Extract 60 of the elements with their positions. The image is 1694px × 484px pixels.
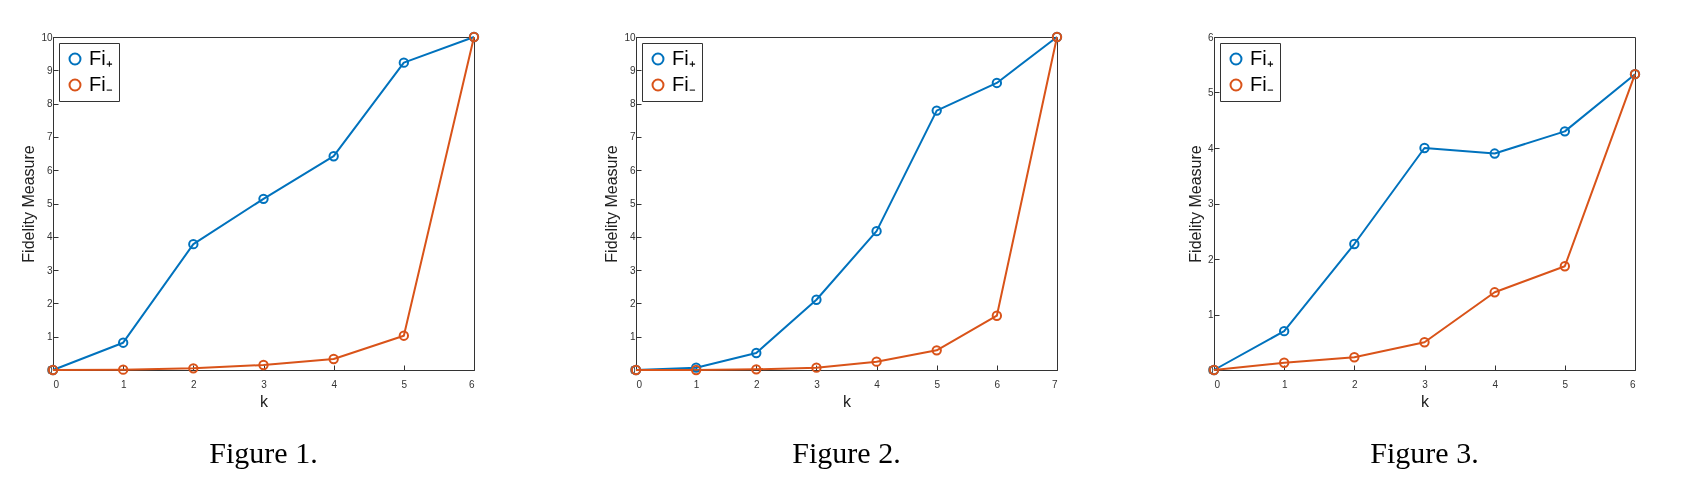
y-tick-label: 1: [1207, 309, 1214, 320]
y-tick-label: 2: [1207, 253, 1214, 265]
y-tick-label: 3: [1207, 198, 1214, 209]
x-axis-title: k: [260, 392, 269, 410]
x-tick-label: 5: [401, 378, 408, 390]
x-tick-label: 3: [1422, 378, 1429, 390]
y-tick-label: 8: [629, 98, 636, 110]
x-tick-label: 2: [1352, 378, 1359, 390]
x-tick-label: 7: [1051, 378, 1058, 390]
y-tick-label: 6: [629, 164, 636, 176]
legend-label: Fi₋: [1250, 73, 1274, 95]
y-tick-label: 1: [629, 331, 636, 343]
y-axis-title: Fidelity Measure: [1186, 145, 1204, 263]
y-tick-label: 8: [46, 98, 53, 110]
y-tick-label: 2: [629, 297, 636, 309]
y-tick-label: 7: [46, 131, 53, 143]
text: Figure 2.: [792, 436, 901, 469]
x-tick-label: 6: [1629, 378, 1636, 390]
x-tick-label: 2: [754, 378, 760, 390]
y-tick-label: 3: [629, 264, 636, 276]
text: Figure 1.: [209, 436, 318, 469]
y-axis-title: Fidelity Measure: [20, 145, 38, 263]
y-tick-label: 5: [1207, 87, 1214, 98]
legend-label: Fi₊: [89, 47, 113, 69]
x-axis-title: k: [1421, 392, 1430, 410]
x-tick-label: 6: [994, 378, 1001, 390]
y-tick-label: 6: [1207, 31, 1214, 43]
x-tick-label: 1: [693, 378, 700, 390]
y-tick-label: 9: [629, 64, 636, 76]
x-tick-label: 4: [331, 378, 338, 390]
x-tick-label: 5: [1562, 378, 1569, 390]
y-tick-label: 4: [1207, 142, 1214, 154]
x-tick-label: 1: [120, 378, 127, 390]
y-tick-label: 1: [46, 331, 53, 343]
y-tick-label: 5: [629, 198, 636, 209]
x-tick-label: 4: [874, 378, 881, 390]
text: Figure 3.: [1370, 436, 1479, 469]
x-axis-title: k: [843, 392, 852, 410]
y-axis-title: Fidelity Measure: [603, 145, 621, 263]
legend-label: Fi₊: [1250, 47, 1274, 69]
y-tick-label: 2: [46, 297, 53, 309]
y-tick-label: 3: [46, 264, 53, 276]
x-tick-label: 3: [814, 378, 821, 390]
y-tick-label: 5: [46, 198, 53, 209]
y-tick-label: 6: [46, 164, 53, 176]
x-tick-label: 3: [261, 378, 268, 390]
legend-label: Fi₊: [672, 47, 696, 69]
x-tick-label: 4: [1492, 378, 1499, 390]
x-tick-label: 6: [468, 378, 475, 390]
y-tick-label: 10: [624, 31, 636, 43]
x-tick-label: 1: [1281, 378, 1288, 390]
legend-label: Fi₋: [89, 73, 113, 95]
x-tick-label: 2: [191, 378, 198, 390]
legend-label: Fi₋: [672, 73, 696, 95]
y-tick-label: 4: [46, 231, 53, 243]
y-tick-label: 10: [41, 31, 53, 43]
y-tick-label: 9: [46, 64, 53, 76]
y-tick-label: 4: [629, 231, 636, 243]
y-tick-label: 7: [629, 131, 636, 143]
x-tick-label: 5: [934, 378, 941, 390]
